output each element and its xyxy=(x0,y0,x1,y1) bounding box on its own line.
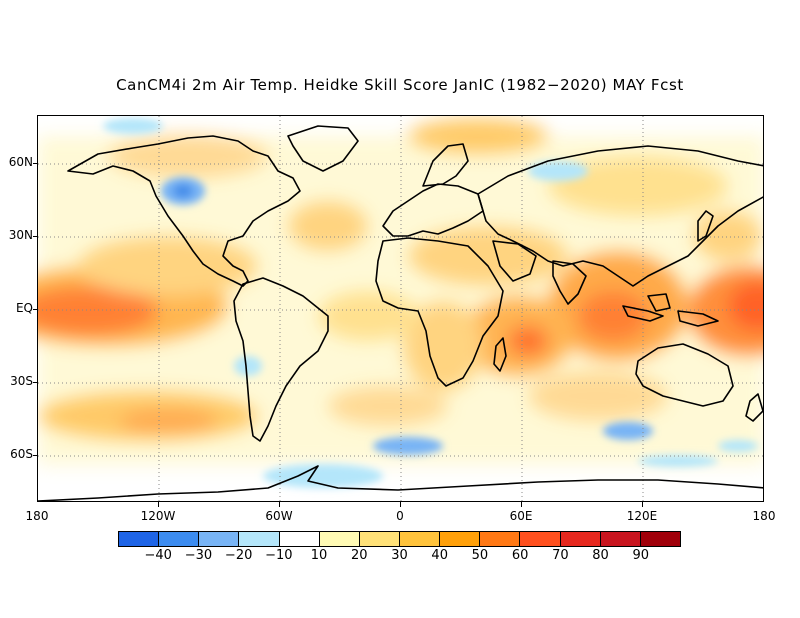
colorbar-label: −40 xyxy=(144,548,172,563)
colorbar-swatch xyxy=(399,532,441,546)
skill-score-map xyxy=(38,116,763,501)
lat-tick xyxy=(33,163,38,164)
colorbar xyxy=(118,531,681,547)
colorbar-swatch xyxy=(480,532,521,546)
colorbar-swatch xyxy=(239,532,280,546)
lon-tick xyxy=(279,502,280,507)
colorbar-swatch xyxy=(520,532,561,546)
lat-label-eq: EQ xyxy=(15,301,33,315)
colorbar-label: 70 xyxy=(552,548,569,563)
lat-tick xyxy=(33,382,38,383)
colorbar-label: −10 xyxy=(265,548,293,563)
colorbar-swatch xyxy=(159,532,200,546)
colorbar-label: 30 xyxy=(391,548,408,563)
map-panel xyxy=(37,115,764,502)
colorbar-swatch xyxy=(319,532,360,546)
colorbar-label: −20 xyxy=(224,548,253,563)
lon-label-180e: 180 xyxy=(752,509,776,523)
skill-shading xyxy=(38,118,763,501)
lat-label-30s: 30S xyxy=(10,374,33,388)
map-title: CanCM4i 2m Air Temp. Heidke Skill Score … xyxy=(116,76,684,94)
lon-label-120e: 120E xyxy=(626,509,658,523)
colorbar-label: 50 xyxy=(471,548,489,563)
colorbar-label: 10 xyxy=(310,548,328,563)
colorbar-swatch xyxy=(199,532,240,546)
colorbar-label: 60 xyxy=(511,548,529,563)
lon-tick xyxy=(158,502,159,507)
colorbar-label: 40 xyxy=(431,548,448,563)
lat-tick xyxy=(33,236,38,237)
colorbar-swatch xyxy=(279,532,320,546)
colorbar-swatch xyxy=(560,532,601,546)
lon-label-60w: 60W xyxy=(265,509,293,523)
lat-label-30n: 30N xyxy=(8,228,33,242)
lon-tick xyxy=(642,502,643,507)
lat-label-60n: 60N xyxy=(8,155,33,169)
colorbar-swatch xyxy=(640,532,680,546)
colorbar-swatch xyxy=(440,532,481,546)
lat-label-60s: 60S xyxy=(10,447,33,461)
lon-label-180w: 180 xyxy=(25,509,49,523)
colorbar-swatch xyxy=(600,532,641,546)
lon-label-0: 0 xyxy=(396,509,404,523)
lat-tick xyxy=(33,455,38,456)
colorbar-label: −30 xyxy=(184,548,213,563)
colorbar-label: 80 xyxy=(592,548,609,563)
graticule xyxy=(38,116,763,501)
lon-label-120w: 120W xyxy=(140,509,176,523)
colorbar-swatch xyxy=(119,532,160,546)
colorbar-swatch xyxy=(359,532,400,546)
lat-tick xyxy=(33,309,38,310)
lon-tick xyxy=(400,502,401,507)
lon-label-60e: 60E xyxy=(509,509,533,523)
colorbar-label: 90 xyxy=(632,548,650,563)
coastlines xyxy=(38,125,763,501)
lon-tick xyxy=(521,502,522,507)
colorbar-label: 20 xyxy=(351,548,368,563)
negative-skill-patches xyxy=(103,118,758,488)
